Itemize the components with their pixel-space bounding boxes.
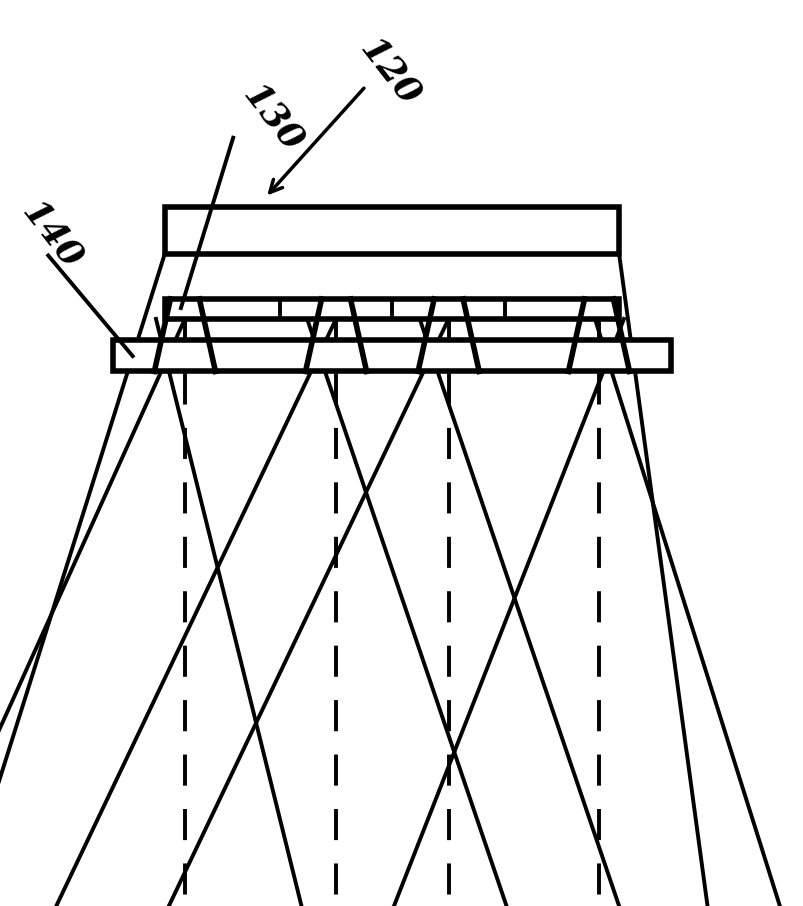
Text: 130: 130 (236, 78, 310, 158)
Bar (112, 340, 671, 371)
Text: 140: 140 (15, 196, 89, 275)
Text: 120: 120 (353, 33, 426, 112)
Bar (165, 299, 618, 319)
Bar (165, 207, 618, 254)
